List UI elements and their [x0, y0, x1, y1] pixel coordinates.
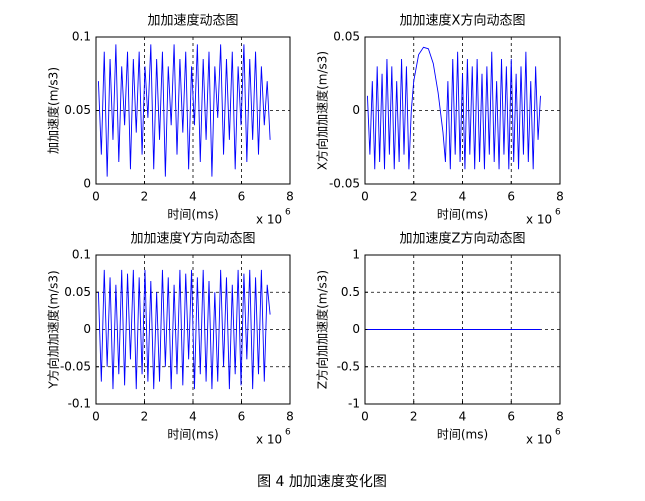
- x-axis-label: 时间(ms): [437, 208, 488, 222]
- y-tick-label: 0: [83, 177, 91, 191]
- x-tick-label: 2: [410, 190, 418, 204]
- x-multiplier: x 10: [256, 213, 282, 227]
- x-tick-label: 6: [238, 410, 246, 424]
- y-tick-label: 0.1: [72, 30, 91, 44]
- x-tick-label: 8: [556, 410, 564, 424]
- y-tick-label: -1: [348, 397, 360, 411]
- x-tick-label: 8: [286, 410, 294, 424]
- chart-title: 加加速度Z方向动态图: [400, 231, 526, 247]
- x-tick-label: 2: [141, 410, 149, 424]
- x-multiplier: x 10: [256, 433, 282, 447]
- y-tick-label: -0.05: [329, 177, 360, 191]
- y-tick-label: 0.05: [64, 103, 91, 117]
- x-tick-label: 2: [141, 190, 149, 204]
- x-tick-label: 0: [92, 410, 100, 424]
- x-multiplier: x 10: [526, 433, 552, 447]
- x-tick-label: 0: [92, 190, 100, 204]
- x-axis-label: 时间(ms): [167, 428, 218, 442]
- y-axis-label: Z方向加加速度(m/s3): [315, 270, 330, 389]
- y-tick-label: 0.5: [341, 285, 360, 299]
- x-tick-label: 0: [361, 410, 369, 424]
- y-tick-label: -0.05: [60, 359, 91, 373]
- x-tick-label: 6: [507, 190, 515, 204]
- figure-caption: 图 4 加加速度变化图: [257, 474, 387, 490]
- y-tick-label: 0: [83, 322, 91, 336]
- y-tick-label: -0.1: [68, 397, 91, 411]
- x-multiplier-exponent: 6: [285, 208, 291, 218]
- y-tick-label: 0: [352, 322, 360, 336]
- y-axis-label: 加加速度(m/s3): [46, 67, 61, 154]
- data-line: [366, 46, 541, 170]
- y-tick-label: 1: [352, 248, 360, 262]
- chart-title: 加加速度X方向动态图: [400, 13, 526, 29]
- x-tick-label: 6: [507, 410, 515, 424]
- plot-frame: [95, 36, 291, 185]
- x-multiplier-exponent: 6: [555, 208, 561, 218]
- data-line: [97, 269, 271, 390]
- x-tick-label: 6: [238, 190, 246, 204]
- data-line: [97, 44, 271, 177]
- x-multiplier: x 10: [526, 213, 552, 227]
- y-axis-label: Y方向加加速度(m/s3): [46, 270, 61, 389]
- chart-title: 加加速度Y方向动态图: [131, 231, 256, 247]
- x-tick-label: 4: [189, 410, 197, 424]
- x-tick-label: 4: [189, 190, 197, 204]
- plot-frame: [364, 36, 561, 185]
- x-tick-label: 0: [361, 190, 369, 204]
- x-multiplier-exponent: 6: [555, 428, 561, 438]
- plot-frame: [364, 254, 561, 405]
- y-tick-label: 0.05: [64, 285, 91, 299]
- x-tick-label: 4: [459, 190, 467, 204]
- x-tick-label: 2: [410, 410, 418, 424]
- x-tick-label: 4: [459, 410, 467, 424]
- x-multiplier-exponent: 6: [285, 428, 291, 438]
- chart-title: 加加速度动态图: [147, 13, 238, 29]
- plot-frame: [95, 254, 291, 405]
- y-tick-label: 0: [352, 103, 360, 117]
- y-tick-label: 0.1: [72, 248, 91, 262]
- y-axis-label: X方向加加速度(m/s3): [315, 51, 330, 170]
- x-tick-label: 8: [556, 190, 564, 204]
- x-axis-label: 时间(ms): [167, 208, 218, 222]
- x-tick-label: 8: [286, 190, 294, 204]
- x-axis-label: 时间(ms): [437, 428, 488, 442]
- y-tick-label: 0.05: [333, 30, 360, 44]
- y-tick-label: -0.5: [337, 359, 360, 373]
